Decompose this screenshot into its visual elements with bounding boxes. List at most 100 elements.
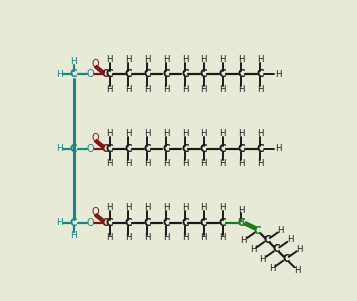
Text: H: H [182,55,188,64]
Text: H: H [106,159,113,168]
Text: H: H [144,159,151,168]
Text: H: H [269,264,275,273]
Text: C: C [144,69,151,79]
Text: H: H [201,55,207,64]
Text: H: H [296,245,303,254]
Text: H: H [201,233,207,242]
Text: H: H [125,85,132,94]
Text: H: H [182,129,188,138]
Text: H: H [278,226,284,235]
Text: H: H [287,235,293,244]
Text: C: C [70,218,77,228]
Text: C: C [200,69,207,79]
Text: H: H [163,159,169,168]
Text: H: H [163,203,169,212]
Text: H: H [294,266,301,275]
Text: H: H [182,159,188,168]
Text: C: C [282,254,290,264]
Text: C: C [106,144,114,154]
Text: C: C [70,144,77,154]
Text: C: C [181,144,189,154]
Text: H: H [144,233,151,242]
Text: C: C [102,144,109,154]
Text: O: O [91,207,99,217]
Text: C: C [263,235,271,245]
Text: C: C [162,218,170,228]
Text: H: H [125,159,132,168]
Text: H: H [144,85,151,94]
Text: H: H [163,85,169,94]
Text: H: H [125,203,132,212]
Text: O: O [91,133,99,143]
Text: H: H [201,203,207,212]
Text: H: H [257,129,263,138]
Text: H: H [70,231,77,240]
Text: C: C [254,225,261,236]
Text: H: H [144,203,151,212]
Text: C: C [237,218,245,228]
Text: H: H [275,144,281,153]
Text: H: H [163,129,169,138]
Text: C: C [256,69,264,79]
Text: H: H [241,236,247,245]
Text: C: C [102,218,109,228]
Text: C: C [144,218,151,228]
Text: H: H [219,55,226,64]
Text: C: C [162,144,170,154]
Text: H: H [163,55,169,64]
Text: H: H [70,57,77,66]
Text: H: H [56,218,63,227]
Text: C: C [144,144,151,154]
Text: H: H [257,85,263,94]
Text: H: H [182,85,188,94]
Text: H: H [201,129,207,138]
Text: O: O [86,69,94,79]
Text: C: C [237,69,245,79]
Text: H: H [257,55,263,64]
Text: H: H [56,70,63,79]
Text: C: C [219,218,226,228]
Text: H: H [219,159,226,168]
Text: H: H [56,144,63,153]
Text: H: H [106,85,113,94]
Text: H: H [238,55,245,64]
Text: H: H [257,159,263,168]
Text: O: O [86,144,94,154]
Text: C: C [181,69,189,79]
Text: H: H [106,129,113,138]
Text: C: C [181,218,189,228]
Text: H: H [219,129,226,138]
Text: H: H [163,233,169,242]
Text: C: C [125,69,132,79]
Text: H: H [106,203,113,212]
Text: O: O [86,218,94,228]
Text: H: H [125,55,132,64]
Text: C: C [125,218,132,228]
Text: H: H [182,203,188,212]
Text: H: H [238,206,245,215]
Text: C: C [106,69,114,79]
Text: H: H [201,159,207,168]
Text: H: H [219,85,226,94]
Text: H: H [125,129,132,138]
Text: C: C [200,144,207,154]
Text: H: H [106,55,113,64]
Text: H: H [144,55,151,64]
Text: C: C [237,144,245,154]
Text: C: C [125,144,132,154]
Text: H: H [182,233,188,242]
Text: H: H [219,233,226,242]
Text: H: H [144,129,151,138]
Text: H: H [237,218,244,227]
Text: H: H [219,203,226,212]
Text: H: H [238,159,245,168]
Text: H: H [125,233,132,242]
Text: C: C [102,69,109,79]
Text: H: H [275,70,281,79]
Text: H: H [201,85,207,94]
Text: C: C [200,218,207,228]
Text: C: C [70,69,77,79]
Text: O: O [91,59,99,69]
Text: C: C [256,144,264,154]
Text: H: H [106,233,113,242]
